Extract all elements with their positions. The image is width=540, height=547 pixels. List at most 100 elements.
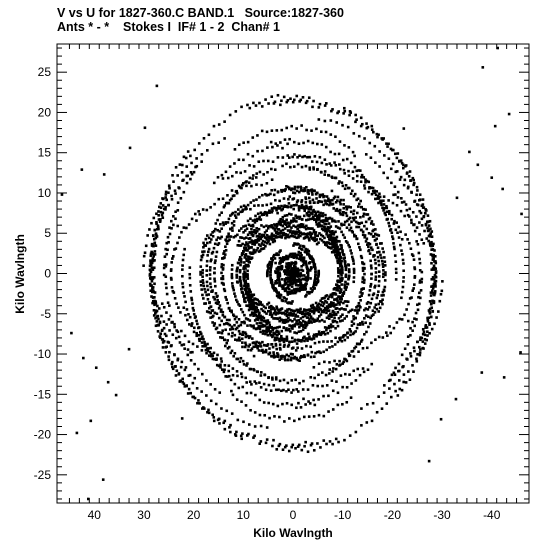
uv-point <box>157 307 161 310</box>
uv-point <box>235 370 239 373</box>
uv-point <box>221 275 225 278</box>
uv-point <box>154 244 158 247</box>
uv-point <box>251 219 255 222</box>
uv-point <box>347 169 350 173</box>
uv-point <box>360 173 364 177</box>
uv-point <box>261 325 264 328</box>
uv-point <box>212 246 216 250</box>
uv-point <box>199 273 202 276</box>
uv-point <box>230 189 234 192</box>
uv-point <box>317 302 321 306</box>
uv-point <box>156 225 160 229</box>
uv-point <box>417 302 421 306</box>
uv-point <box>402 276 405 279</box>
uv-point <box>220 368 224 371</box>
uv-point <box>303 187 306 190</box>
uv-point <box>291 314 295 317</box>
uv-point <box>256 316 260 320</box>
uv-point <box>312 230 316 234</box>
uv-point <box>218 323 222 327</box>
uv-point <box>170 321 173 324</box>
uv-point <box>241 310 245 314</box>
uv-point <box>275 224 279 227</box>
uv-point <box>347 274 351 278</box>
uv-point <box>244 281 248 285</box>
uv-point <box>328 440 332 443</box>
uv-point <box>306 213 309 217</box>
uv-point <box>282 258 286 262</box>
uv-point <box>276 404 280 408</box>
uv-point <box>266 319 270 322</box>
uv-point <box>348 216 352 220</box>
uv-point <box>355 306 358 309</box>
uv-point <box>365 302 369 305</box>
uv-point <box>336 267 340 270</box>
uv-point <box>305 218 308 222</box>
uv-point <box>262 382 266 386</box>
uv-point <box>383 279 387 282</box>
uv-point <box>418 198 422 201</box>
uv-point <box>311 193 314 196</box>
uv-point <box>249 298 252 302</box>
uv-point <box>286 358 290 361</box>
uv-point <box>387 221 390 225</box>
uv-point <box>228 113 232 117</box>
uv-point <box>193 148 197 152</box>
uv-point <box>319 233 323 237</box>
uv-point <box>378 300 382 303</box>
uv-point <box>256 298 260 302</box>
uv-point <box>334 209 338 212</box>
uv-point <box>161 328 164 332</box>
uv-point <box>200 288 203 291</box>
uv-point <box>89 419 93 423</box>
uv-point <box>336 403 340 407</box>
uv-point <box>256 212 260 216</box>
uv-point <box>277 205 280 208</box>
uv-point <box>211 314 215 318</box>
uv-point <box>164 190 168 194</box>
uv-point <box>374 197 377 201</box>
uv-point <box>213 280 217 283</box>
uv-point <box>329 323 333 326</box>
uv-point <box>271 209 274 212</box>
uv-point <box>211 234 215 238</box>
uv-point <box>167 191 170 194</box>
uv-point <box>269 274 272 277</box>
uv-point <box>329 164 333 167</box>
uv-point <box>247 432 250 436</box>
uv-point <box>265 213 269 217</box>
uv-point <box>337 209 340 213</box>
uv-point <box>323 199 327 202</box>
uv-point <box>299 307 302 311</box>
uv-point <box>322 302 326 305</box>
uv-point <box>287 255 291 258</box>
uv-point <box>225 242 229 246</box>
uv-point <box>288 273 292 277</box>
uv-point <box>336 245 339 249</box>
uv-point <box>259 211 263 215</box>
uv-point <box>324 102 328 105</box>
uv-point <box>254 309 258 313</box>
uv-point <box>217 306 221 310</box>
uv-point <box>357 205 360 208</box>
uv-point <box>265 344 269 348</box>
uv-point <box>299 272 303 275</box>
uv-point <box>236 243 240 247</box>
uv-point <box>290 312 293 316</box>
uv-point <box>293 185 297 189</box>
uv-point <box>298 225 302 229</box>
uv-point <box>270 95 274 99</box>
uv-point <box>302 225 306 229</box>
uv-point <box>405 208 409 212</box>
uv-point <box>167 358 171 362</box>
uv-point <box>428 331 431 335</box>
uv-point <box>282 311 286 315</box>
uv-point <box>278 311 281 315</box>
uv-point <box>317 106 321 109</box>
uv-point <box>360 175 363 179</box>
uv-point <box>428 321 431 325</box>
uv-point <box>187 223 191 226</box>
uv-point <box>181 268 184 271</box>
uv-point <box>324 216 328 220</box>
uv-point <box>433 322 436 326</box>
